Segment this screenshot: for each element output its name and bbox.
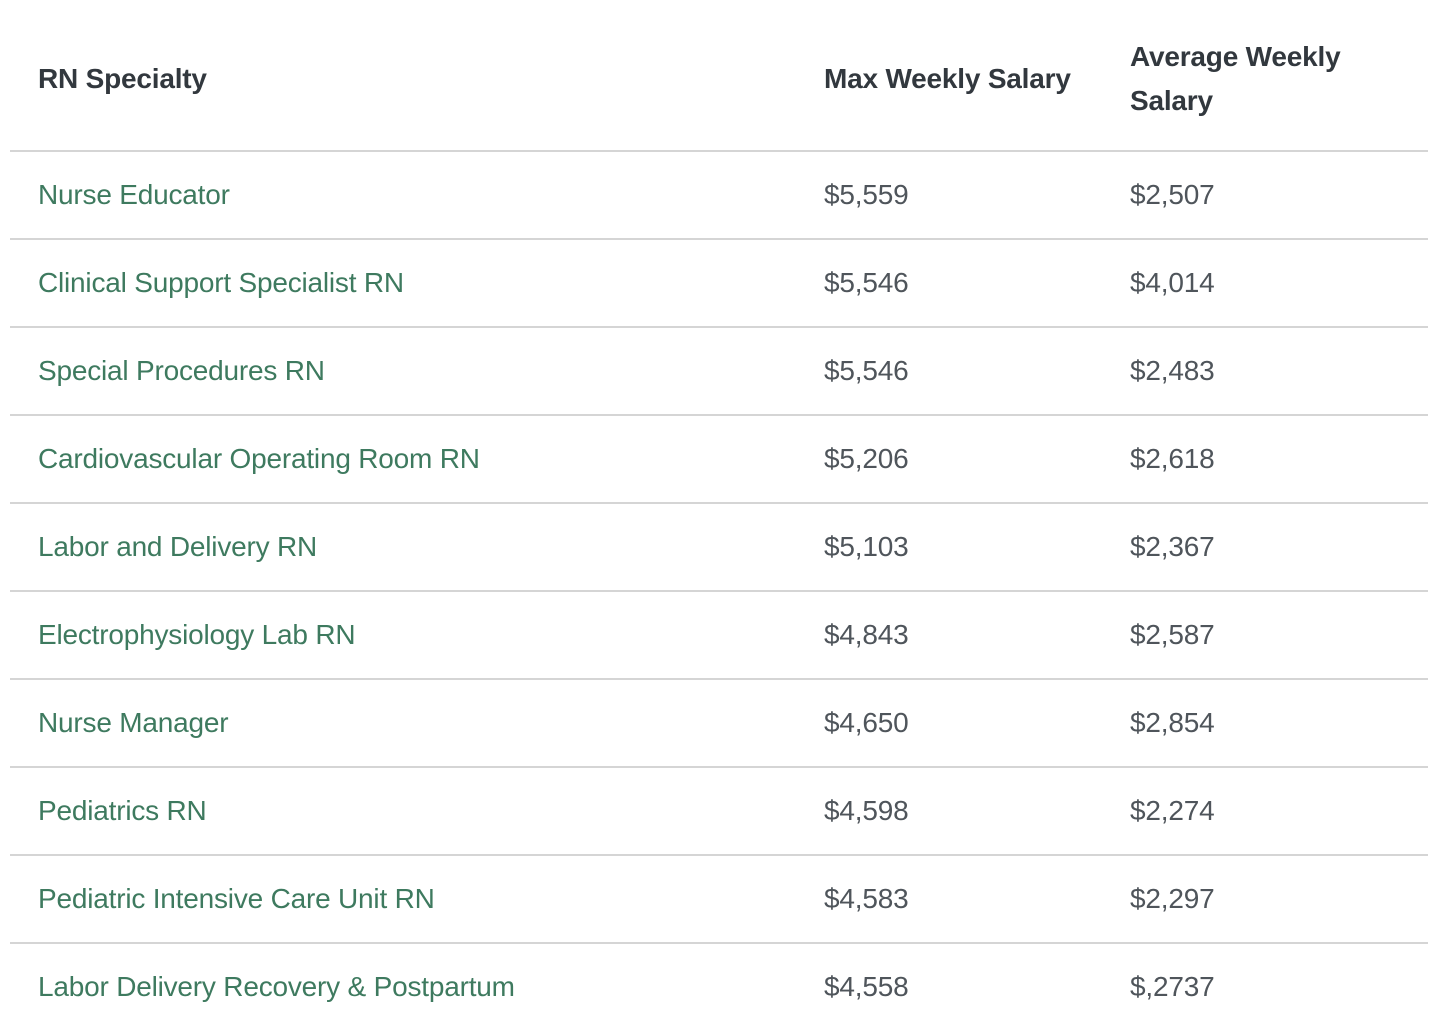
average-weekly-salary-cell: $2,507 (1130, 150, 1428, 239)
max-weekly-salary-cell: $4,583 (824, 854, 1130, 943)
table-body: Nurse Educator $5,559 $2,507 Clinical Su… (10, 150, 1428, 1025)
column-header-label: RN Specialty (38, 63, 207, 94)
table-header: RN Specialty Max Weekly Salary Average W… (10, 0, 1428, 151)
average-weekly-salary-cell: $,2737 (1130, 942, 1428, 1025)
average-weekly-salary-cell: $4,014 (1130, 238, 1428, 327)
specialty-cell: Electrophysiology Lab RN (10, 590, 824, 679)
specialty-link[interactable]: Labor and Delivery RN (38, 531, 318, 562)
max-weekly-salary-cell: $5,206 (824, 414, 1130, 503)
specialty-link[interactable]: Special Procedures RN (38, 355, 325, 386)
max-weekly-salary-cell: $4,558 (824, 942, 1130, 1025)
average-weekly-salary-cell: $2,618 (1130, 414, 1428, 503)
column-header-max-weekly-salary: Max Weekly Salary (824, 0, 1130, 151)
column-header-label: Max Weekly Salary (824, 63, 1071, 94)
average-weekly-salary-cell: $2,274 (1130, 766, 1428, 855)
specialty-cell: Labor and Delivery RN (10, 502, 824, 591)
table-row: Nurse Educator $5,559 $2,507 (10, 150, 1428, 239)
column-header-label: Average Weekly Salary (1130, 41, 1341, 116)
average-weekly-salary-cell: $2,587 (1130, 590, 1428, 679)
average-weekly-salary-cell: $2,483 (1130, 326, 1428, 415)
specialty-link[interactable]: Pediatrics RN (38, 795, 207, 826)
table-row: Pediatric Intensive Care Unit RN $4,583 … (10, 854, 1428, 943)
max-weekly-salary-cell: $4,843 (824, 590, 1130, 679)
table-row: Cardiovascular Operating Room RN $5,206 … (10, 414, 1428, 503)
specialty-link[interactable]: Clinical Support Specialist RN (38, 267, 404, 298)
max-weekly-salary-cell: $5,559 (824, 150, 1130, 239)
table-row: Labor Delivery Recovery & Postpartum $4,… (10, 942, 1428, 1025)
column-header-rn-specialty: RN Specialty (10, 0, 824, 151)
specialty-cell: Nurse Educator (10, 150, 824, 239)
table-row: Special Procedures RN $5,546 $2,483 (10, 326, 1428, 415)
max-weekly-salary-cell: $4,650 (824, 678, 1130, 767)
average-weekly-salary-cell: $2,297 (1130, 854, 1428, 943)
specialty-link[interactable]: Nurse Educator (38, 179, 230, 210)
specialty-cell: Pediatrics RN (10, 766, 824, 855)
table-row: Pediatrics RN $4,598 $2,274 (10, 766, 1428, 855)
specialty-link[interactable]: Pediatric Intensive Care Unit RN (38, 883, 435, 914)
max-weekly-salary-cell: $5,546 (824, 238, 1130, 327)
specialty-cell: Pediatric Intensive Care Unit RN (10, 854, 824, 943)
average-weekly-salary-cell: $2,854 (1130, 678, 1428, 767)
table-row: Electrophysiology Lab RN $4,843 $2,587 (10, 590, 1428, 679)
average-weekly-salary-cell: $2,367 (1130, 502, 1428, 591)
specialty-link[interactable]: Labor Delivery Recovery & Postpartum (38, 971, 515, 1002)
specialty-cell: Special Procedures RN (10, 326, 824, 415)
max-weekly-salary-cell: $4,598 (824, 766, 1130, 855)
specialty-cell: Labor Delivery Recovery & Postpartum (10, 942, 824, 1025)
max-weekly-salary-cell: $5,103 (824, 502, 1130, 591)
table-row: Nurse Manager $4,650 $2,854 (10, 678, 1428, 767)
specialty-link[interactable]: Nurse Manager (38, 707, 229, 738)
specialty-cell: Cardiovascular Operating Room RN (10, 414, 824, 503)
header-row: RN Specialty Max Weekly Salary Average W… (10, 0, 1428, 151)
table-row: Clinical Support Specialist RN $5,546 $4… (10, 238, 1428, 327)
specialty-link[interactable]: Cardiovascular Operating Room RN (38, 443, 480, 474)
column-header-average-weekly-salary: Average Weekly Salary (1130, 0, 1428, 151)
specialty-cell: Clinical Support Specialist RN (10, 238, 824, 327)
rn-salary-table: RN Specialty Max Weekly Salary Average W… (10, 0, 1428, 1025)
max-weekly-salary-cell: $5,546 (824, 326, 1130, 415)
specialty-link[interactable]: Electrophysiology Lab RN (38, 619, 356, 650)
specialty-cell: Nurse Manager (10, 678, 824, 767)
table-row: Labor and Delivery RN $5,103 $2,367 (10, 502, 1428, 591)
